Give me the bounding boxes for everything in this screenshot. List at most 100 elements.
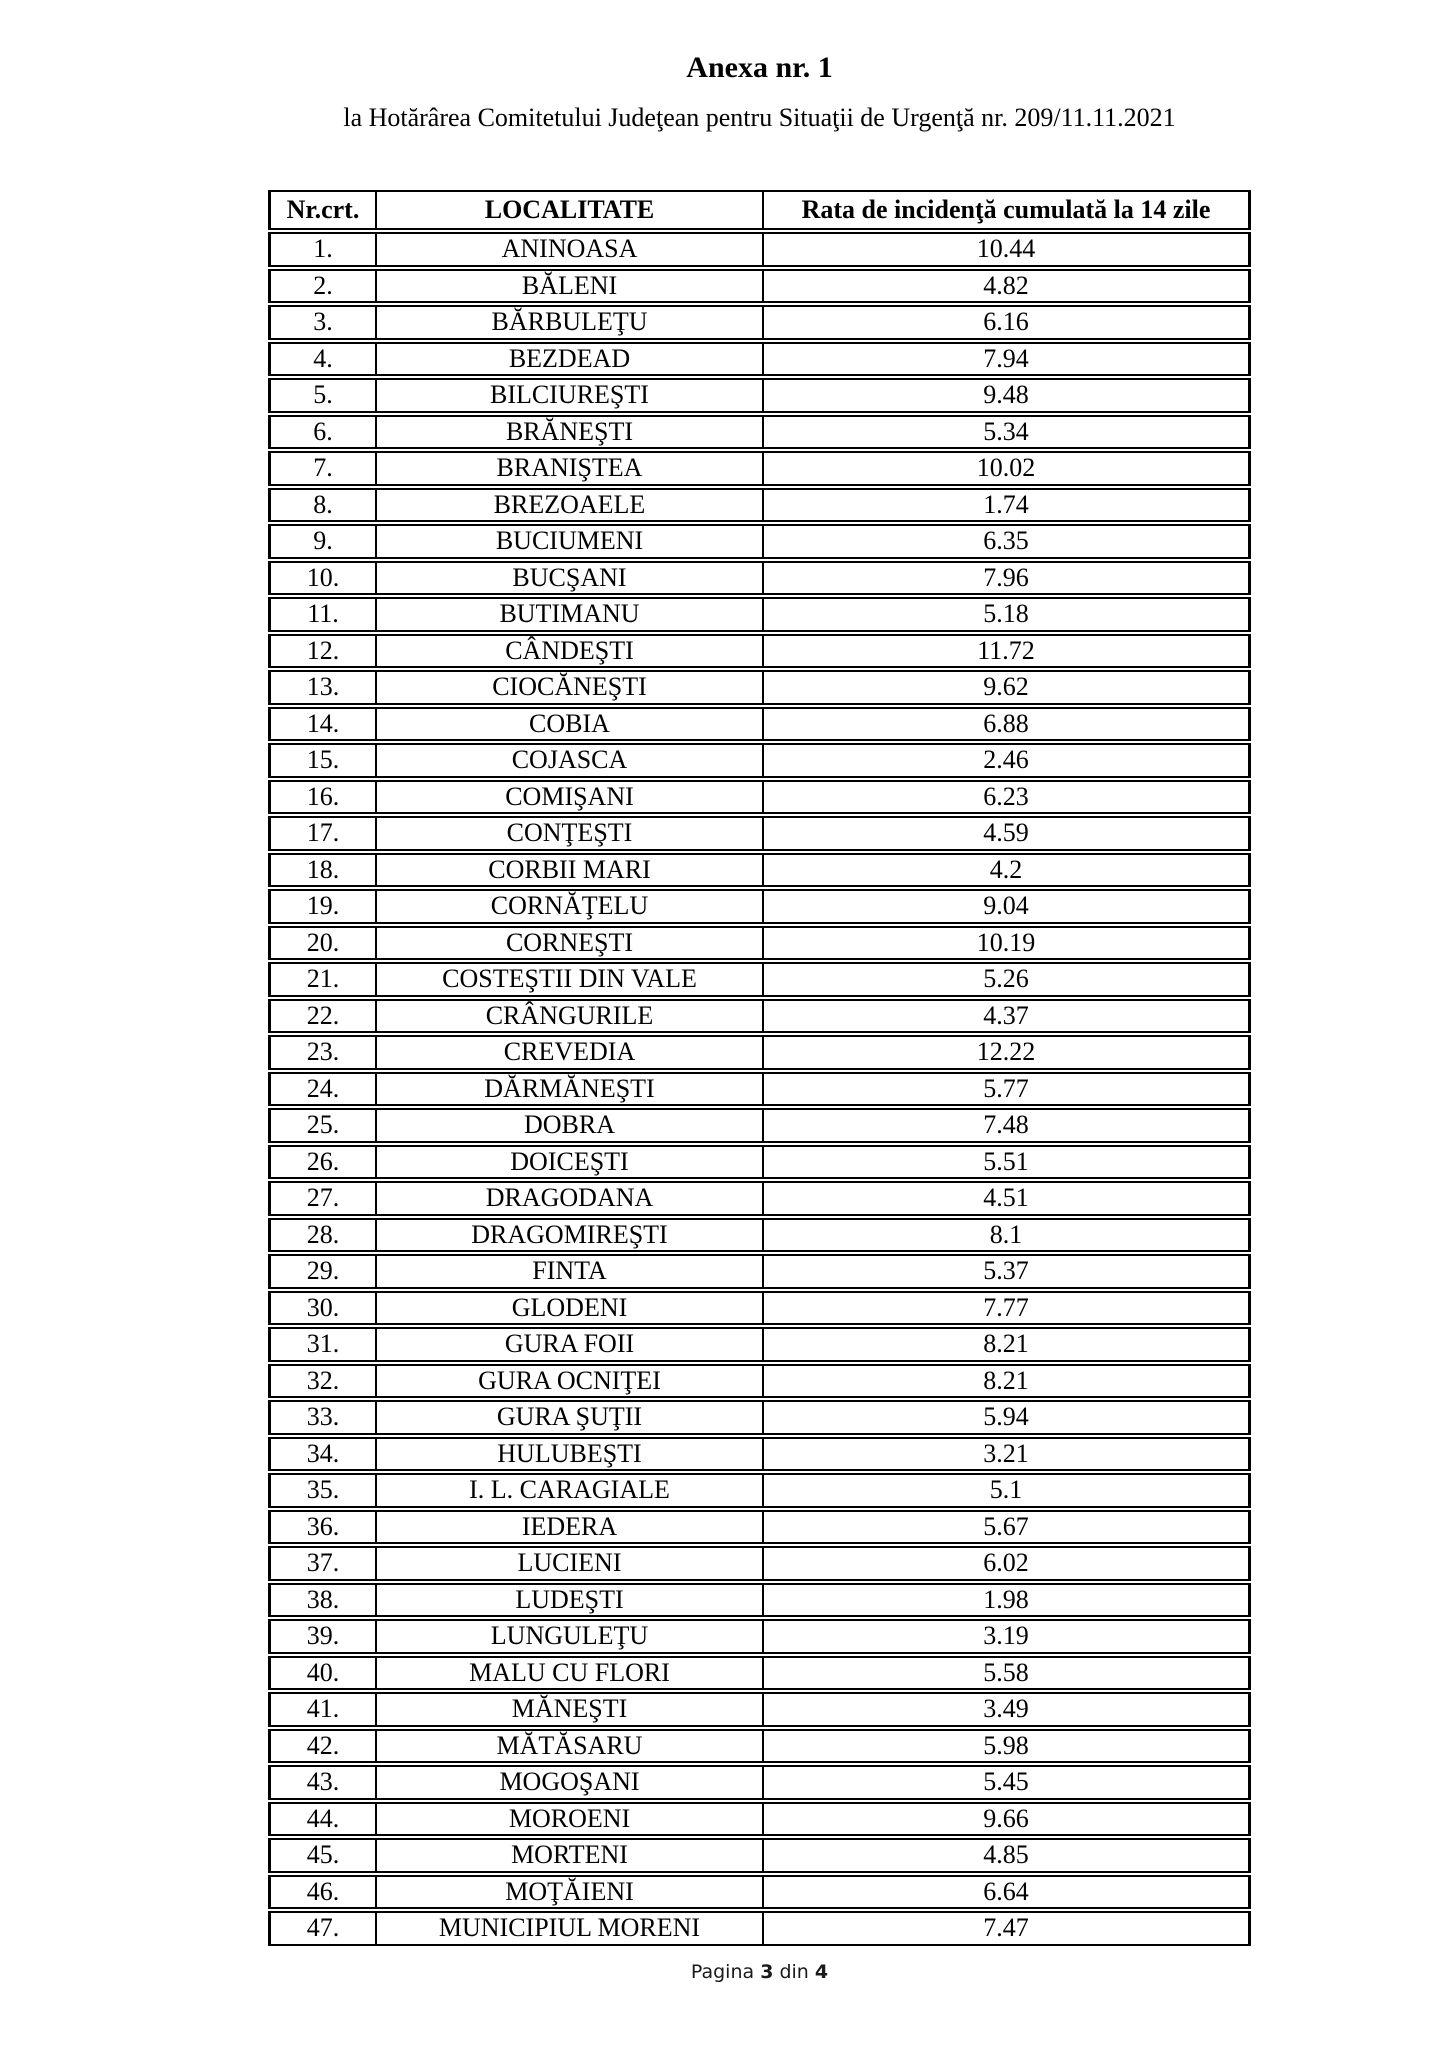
- row-number-cell: 46.: [268, 1874, 377, 1909]
- table-row: 19. CORNĂŢELU 9.04: [268, 889, 1251, 924]
- table-row: 28. DRAGOMIREŞTI 8.1: [268, 1217, 1251, 1252]
- locality-cell: CÂNDEŞTI: [377, 633, 764, 668]
- rate-cell: 5.51: [764, 1144, 1251, 1179]
- table-body: 1. ANINOASA 10.44 2. BĂLENI 4.82 3. BĂRBULEŢU 6.…: [268, 232, 1251, 1946]
- locality-cell: BRANIŞTEA: [377, 451, 764, 486]
- table-row: 29. FINTA 5.37: [268, 1254, 1251, 1289]
- table-row: 40. MALU CU FLORI 5.58: [268, 1655, 1251, 1690]
- row-number-cell: 30.: [268, 1290, 377, 1325]
- rate-cell: 5.18: [764, 597, 1251, 632]
- rate-cell: 4.85: [764, 1838, 1251, 1873]
- rate-cell: 10.19: [764, 925, 1251, 960]
- locality-cell: FINTA: [377, 1254, 764, 1289]
- rate-cell: 9.62: [764, 670, 1251, 705]
- locality-cell: MOROENI: [377, 1801, 764, 1836]
- locality-cell: COBIA: [377, 706, 764, 741]
- row-number-cell: 20.: [268, 925, 377, 960]
- table-row: 12. CÂNDEŞTI 11.72: [268, 633, 1251, 668]
- row-number-cell: 16.: [268, 779, 377, 814]
- rate-cell: 5.77: [764, 1071, 1251, 1106]
- locality-cell: MALU CU FLORI: [377, 1655, 764, 1690]
- page-title: Anexa nr. 1: [686, 51, 833, 84]
- table-row: 47. MUNICIPIUL MORENI 7.47: [268, 1911, 1251, 1946]
- row-number-cell: 14.: [268, 706, 377, 741]
- locality-cell: MOŢĂIENI: [377, 1874, 764, 1909]
- table-row: 24. DĂRMĂNEŞTI 5.77: [268, 1071, 1251, 1106]
- rate-cell: 6.16: [764, 305, 1251, 340]
- row-number-cell: 18.: [268, 852, 377, 887]
- row-number-cell: 9.: [268, 524, 377, 559]
- row-number-cell: 45.: [268, 1838, 377, 1873]
- rate-cell: 5.1: [764, 1473, 1251, 1508]
- table-row: 32. GURA OCNIŢEI 8.21: [268, 1363, 1251, 1398]
- rate-cell: 5.58: [764, 1655, 1251, 1690]
- row-number-cell: 33.: [268, 1400, 377, 1435]
- header-cell-locality: LOCALITATE: [377, 190, 764, 230]
- locality-cell: BĂRBULEŢU: [377, 305, 764, 340]
- row-number-cell: 5.: [268, 378, 377, 413]
- row-number-cell: 10.: [268, 560, 377, 595]
- locality-cell: GLODENI: [377, 1290, 764, 1325]
- row-number-cell: 42.: [268, 1728, 377, 1763]
- table-row: 36. IEDERA 5.67: [268, 1509, 1251, 1544]
- table-row: 41. MĂNEŞTI 3.49: [268, 1692, 1251, 1727]
- locality-cell: IEDERA: [377, 1509, 764, 1544]
- table-row: 3. BĂRBULEŢU 6.16: [268, 305, 1251, 340]
- row-number-cell: 8.: [268, 487, 377, 522]
- table-row: 13. CIOCĂNEŞTI 9.62: [268, 670, 1251, 705]
- locality-cell: COSTEŞTII DIN VALE: [377, 962, 764, 997]
- row-number-cell: 43.: [268, 1765, 377, 1800]
- rate-cell: 7.47: [764, 1911, 1251, 1946]
- rate-cell: 6.64: [764, 1874, 1251, 1909]
- row-number-cell: 2.: [268, 268, 377, 303]
- row-number-cell: 17.: [268, 816, 377, 851]
- table-row: 39. LUNGULEŢU 3.19: [268, 1619, 1251, 1654]
- table-row: 22. CRÂNGURILE 4.37: [268, 998, 1251, 1033]
- locality-cell: BUCIUMENI: [377, 524, 764, 559]
- rate-cell: 6.35: [764, 524, 1251, 559]
- rate-cell: 9.04: [764, 889, 1251, 924]
- rate-cell: 1.74: [764, 487, 1251, 522]
- locality-cell: MORTENI: [377, 1838, 764, 1873]
- row-number-cell: 32.: [268, 1363, 377, 1398]
- rate-cell: 4.37: [764, 998, 1251, 1033]
- rate-cell: 7.96: [764, 560, 1251, 595]
- table-row: 2. BĂLENI 4.82: [268, 268, 1251, 303]
- rate-cell: 4.2: [764, 852, 1251, 887]
- table-row: 5. BILCIUREŞTI 9.48: [268, 378, 1251, 413]
- locality-cell: MĂTĂSARU: [377, 1728, 764, 1763]
- table-row: 17. CONŢEŞTI 4.59: [268, 816, 1251, 851]
- table-header-row: Nr.crt. LOCALITATE Rata de incidenţă cum…: [268, 190, 1251, 230]
- rate-cell: 1.98: [764, 1582, 1251, 1617]
- page-subtitle: la Hotărârea Comitetului Judeţean pentru…: [343, 103, 1176, 132]
- locality-cell: I. L. CARAGIALE: [377, 1473, 764, 1508]
- table-row: 23. CREVEDIA 12.22: [268, 1035, 1251, 1070]
- rate-cell: 3.49: [764, 1692, 1251, 1727]
- locality-cell: CORNĂŢELU: [377, 889, 764, 924]
- row-number-cell: 39.: [268, 1619, 377, 1654]
- locality-cell: CORBII MARI: [377, 852, 764, 887]
- table-row: 26. DOICEŞTI 5.51: [268, 1144, 1251, 1179]
- table-row: 4. BEZDEAD 7.94: [268, 341, 1251, 376]
- table-row: 27. DRAGODANA 4.51: [268, 1181, 1251, 1216]
- rate-cell: 6.88: [764, 706, 1251, 741]
- rate-cell: 4.59: [764, 816, 1251, 851]
- locality-cell: CONŢEŞTI: [377, 816, 764, 851]
- table-row: 11. BUTIMANU 5.18: [268, 597, 1251, 632]
- rate-cell: 9.66: [764, 1801, 1251, 1836]
- rate-cell: 3.21: [764, 1436, 1251, 1471]
- locality-cell: BILCIUREŞTI: [377, 378, 764, 413]
- rate-cell: 3.19: [764, 1619, 1251, 1654]
- locality-cell: GURA FOII: [377, 1327, 764, 1362]
- locality-cell: DĂRMĂNEŞTI: [377, 1071, 764, 1106]
- row-number-cell: 27.: [268, 1181, 377, 1216]
- locality-cell: GURA OCNIŢEI: [377, 1363, 764, 1398]
- row-number-cell: 38.: [268, 1582, 377, 1617]
- rate-cell: 7.77: [764, 1290, 1251, 1325]
- locality-cell: COMIŞANI: [377, 779, 764, 814]
- rate-cell: 5.45: [764, 1765, 1251, 1800]
- rate-cell: 5.34: [764, 414, 1251, 449]
- table-row: 46. MOŢĂIENI 6.64: [268, 1874, 1251, 1909]
- table-row: 16. COMIŞANI 6.23: [268, 779, 1251, 814]
- locality-cell: BEZDEAD: [377, 341, 764, 376]
